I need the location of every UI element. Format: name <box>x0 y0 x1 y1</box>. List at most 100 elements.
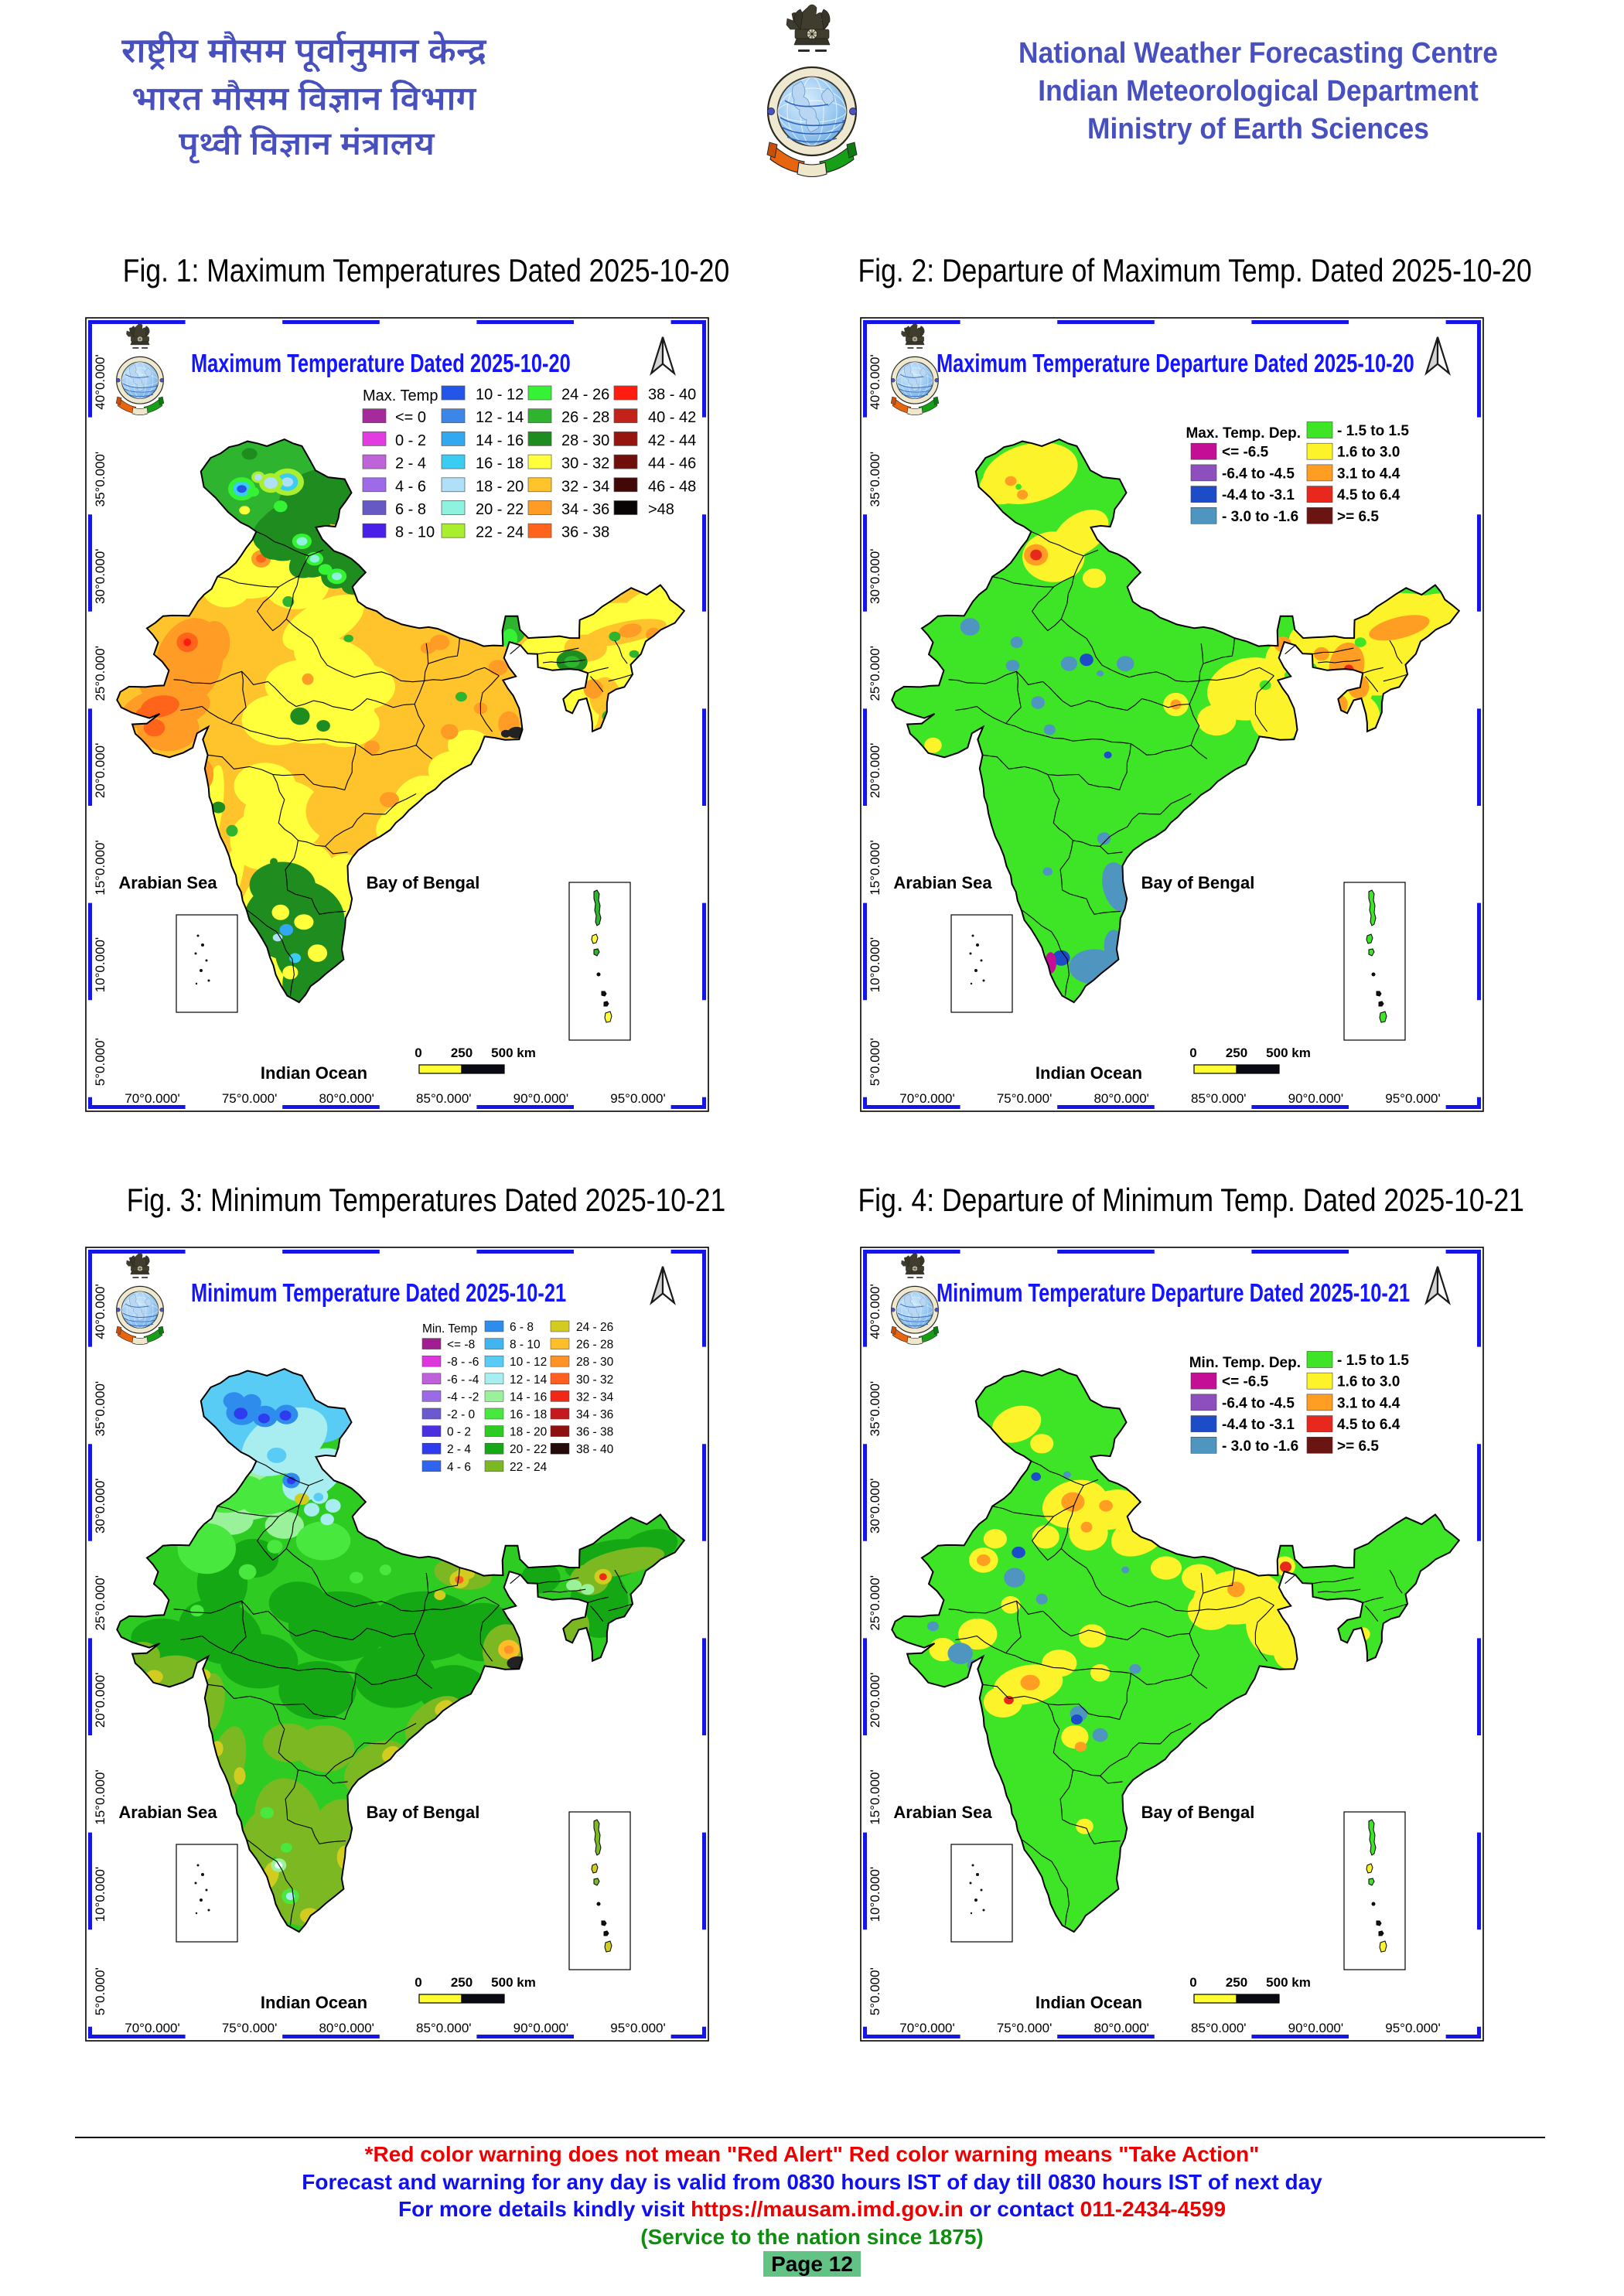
svg-text:95°0.000': 95°0.000' <box>1385 2021 1441 2035</box>
svg-text:35°0.000': 35°0.000' <box>868 1381 882 1437</box>
svg-text:36 - 38: 36 - 38 <box>561 524 609 541</box>
svg-text:5°0.000': 5°0.000' <box>93 1038 107 1086</box>
svg-text:Bay of Bengal: Bay of Bengal <box>1141 1803 1255 1822</box>
svg-text:0: 0 <box>1189 1975 1196 1990</box>
svg-text:40°0.000': 40°0.000' <box>93 354 107 410</box>
svg-text:35°0.000': 35°0.000' <box>93 1381 107 1437</box>
svg-text:75°0.000': 75°0.000' <box>997 2021 1053 2035</box>
svg-text:95°0.000': 95°0.000' <box>610 2021 666 2035</box>
svg-text:10°0.000': 10°0.000' <box>93 937 107 993</box>
svg-text:5°0.000': 5°0.000' <box>868 1967 882 2015</box>
svg-text:-8 - -6: -8 - -6 <box>447 1356 479 1369</box>
svg-text:15°0.000': 15°0.000' <box>868 1769 882 1825</box>
svg-text:28 - 30: 28 - 30 <box>576 1356 614 1369</box>
svg-text:15°0.000': 15°0.000' <box>868 840 882 896</box>
svg-text:1.6 to 3.0: 1.6 to 3.0 <box>1337 445 1400 461</box>
svg-text:Bay of Bengal: Bay of Bengal <box>367 1803 480 1822</box>
svg-text:36 - 38: 36 - 38 <box>576 1426 613 1439</box>
svg-text:0 - 2: 0 - 2 <box>395 432 426 449</box>
svg-text:0: 0 <box>415 1975 421 1990</box>
svg-text:Maximum Temperature Dated 2025: Maximum Temperature Dated 2025-10-20 <box>191 350 571 378</box>
svg-text:10 - 12: 10 - 12 <box>510 1356 547 1369</box>
svg-text:>48: >48 <box>648 501 674 518</box>
svg-text:80°0.000': 80°0.000' <box>1093 1091 1149 1106</box>
svg-text:0: 0 <box>415 1046 421 1060</box>
svg-text:1.6 to 3.0: 1.6 to 3.0 <box>1337 1374 1400 1390</box>
svg-text:Max. Temp: Max. Temp <box>363 387 438 404</box>
svg-text:-6 - -4: -6 - -4 <box>447 1373 479 1387</box>
svg-text:4.5 to 6.4: 4.5 to 6.4 <box>1337 487 1401 503</box>
svg-text:15°0.000': 15°0.000' <box>93 840 107 896</box>
svg-text:0: 0 <box>1189 1046 1196 1060</box>
svg-text:- 3.0 to -1.6: - 3.0 to -1.6 <box>1222 1438 1298 1455</box>
svg-text:70°0.000': 70°0.000' <box>125 1091 180 1106</box>
svg-text:34 - 36: 34 - 36 <box>576 1408 613 1421</box>
svg-text:30°0.000': 30°0.000' <box>868 548 882 604</box>
svg-text:24 - 26: 24 - 26 <box>561 387 609 404</box>
svg-text:25°0.000': 25°0.000' <box>868 646 882 701</box>
svg-text:18 - 20: 18 - 20 <box>476 478 524 495</box>
svg-text:26 - 28: 26 - 28 <box>561 409 609 426</box>
svg-text:32 - 34: 32 - 34 <box>561 478 609 495</box>
svg-text:35°0.000': 35°0.000' <box>93 452 107 507</box>
svg-text:40°0.000': 40°0.000' <box>93 1284 107 1339</box>
svg-text:6 - 8: 6 - 8 <box>395 501 426 518</box>
svg-text:- 1.5 to 1.5: - 1.5 to 1.5 <box>1337 423 1409 439</box>
svg-text:250: 250 <box>451 1046 473 1060</box>
svg-text:6 - 8: 6 - 8 <box>510 1321 534 1334</box>
svg-text:-4 - -2: -4 - -2 <box>447 1390 479 1404</box>
svg-text:20°0.000': 20°0.000' <box>93 1673 107 1728</box>
svg-text:20°0.000': 20°0.000' <box>868 1673 882 1728</box>
svg-text:<= 0: <= 0 <box>395 409 426 426</box>
svg-text:28 - 30: 28 - 30 <box>561 432 609 449</box>
svg-text:95°0.000': 95°0.000' <box>1385 1091 1441 1106</box>
svg-text:-6.4 to -4.5: -6.4 to -4.5 <box>1222 466 1295 482</box>
svg-text:42 - 44: 42 - 44 <box>648 432 696 449</box>
svg-text:85°0.000': 85°0.000' <box>416 1091 472 1106</box>
svg-text:3.1 to 4.4: 3.1 to 4.4 <box>1337 1395 1401 1411</box>
svg-text:30°0.000': 30°0.000' <box>868 1478 882 1534</box>
svg-text:Bay of Bengal: Bay of Bengal <box>367 873 480 892</box>
svg-text:40°0.000': 40°0.000' <box>868 1284 882 1339</box>
svg-text:- 1.5 to 1.5: - 1.5 to 1.5 <box>1337 1353 1409 1369</box>
svg-text:90°0.000': 90°0.000' <box>1288 1091 1344 1106</box>
svg-text:500 km: 500 km <box>1266 1046 1311 1060</box>
svg-text:18 - 20: 18 - 20 <box>510 1426 548 1439</box>
svg-text:<= -6.5: <= -6.5 <box>1222 445 1269 461</box>
svg-text:Minimum Temperature Departure: Minimum Temperature Departure Dated 2025… <box>937 1279 1410 1308</box>
svg-text:-4.4 to -3.1: -4.4 to -3.1 <box>1222 487 1295 503</box>
svg-text:90°0.000': 90°0.000' <box>513 2021 569 2035</box>
svg-text:500 km: 500 km <box>491 1975 536 1990</box>
svg-text:40 - 42: 40 - 42 <box>648 409 696 426</box>
svg-text:-6.4 to -4.5: -6.4 to -4.5 <box>1222 1395 1295 1411</box>
svg-text:25°0.000': 25°0.000' <box>868 1575 882 1631</box>
svg-text:85°0.000': 85°0.000' <box>1191 1091 1247 1106</box>
svg-text:250: 250 <box>1226 1046 1247 1060</box>
svg-text:>= 6.5: >= 6.5 <box>1337 1438 1379 1455</box>
svg-text:Min. Temp. Dep.: Min. Temp. Dep. <box>1189 1355 1301 1371</box>
svg-text:32 - 34: 32 - 34 <box>576 1390 614 1404</box>
svg-text:75°0.000': 75°0.000' <box>997 1091 1053 1106</box>
svg-text:20°0.000': 20°0.000' <box>868 743 882 799</box>
svg-text:2 - 4: 2 - 4 <box>395 455 426 473</box>
svg-text:0 - 2: 0 - 2 <box>447 1426 471 1439</box>
svg-text:75°0.000': 75°0.000' <box>222 1091 278 1106</box>
svg-text:10°0.000': 10°0.000' <box>93 1867 107 1922</box>
svg-text:80°0.000': 80°0.000' <box>319 2021 374 2035</box>
svg-text:4 - 6: 4 - 6 <box>395 478 426 495</box>
svg-text:15°0.000': 15°0.000' <box>93 1769 107 1825</box>
svg-text:95°0.000': 95°0.000' <box>610 1091 666 1106</box>
svg-text:20 - 22: 20 - 22 <box>510 1443 547 1456</box>
svg-text:70°0.000': 70°0.000' <box>899 1091 955 1106</box>
svg-text:30 - 32: 30 - 32 <box>561 455 609 473</box>
svg-text:Arabian Sea: Arabian Sea <box>893 873 992 892</box>
svg-text:8 - 10: 8 - 10 <box>510 1339 541 1352</box>
svg-text:46 - 48: 46 - 48 <box>648 478 696 495</box>
svg-text:250: 250 <box>1226 1975 1247 1990</box>
svg-text:3.1 to 4.4: 3.1 to 4.4 <box>1337 466 1401 482</box>
svg-text:80°0.000': 80°0.000' <box>1093 2021 1149 2035</box>
svg-text:38 - 40: 38 - 40 <box>576 1443 614 1456</box>
svg-text:80°0.000': 80°0.000' <box>319 1091 374 1106</box>
svg-text:-4.4 to -3.1: -4.4 to -3.1 <box>1222 1417 1295 1433</box>
svg-text:16 - 18: 16 - 18 <box>476 455 524 473</box>
